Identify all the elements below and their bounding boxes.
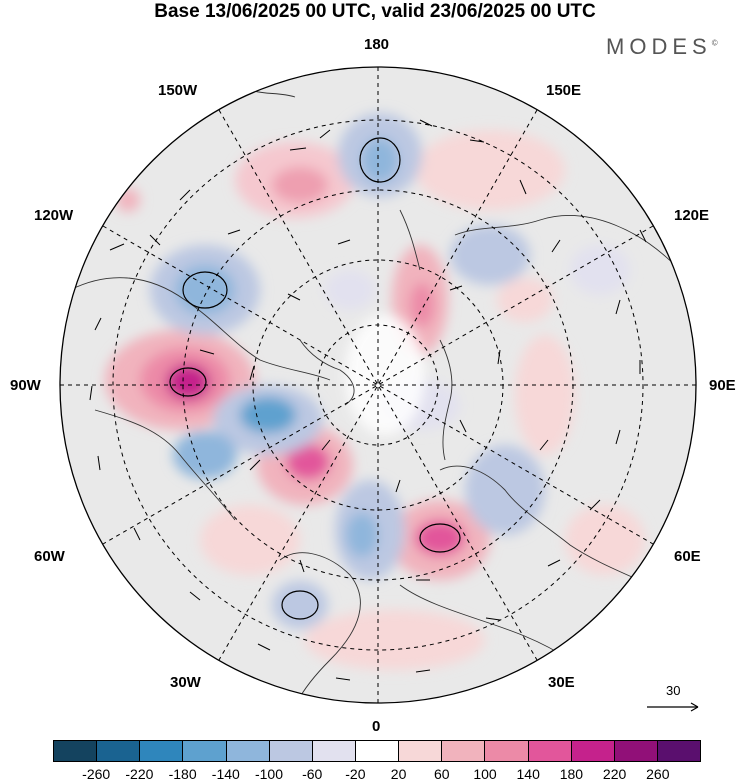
colorbar	[53, 740, 701, 762]
colorbar-cell	[268, 741, 312, 761]
colorbar-tick-label: 140	[516, 766, 540, 782]
reference-vector	[647, 702, 699, 712]
colorbar-tick-label: 100	[473, 766, 497, 782]
coastlines	[69, 89, 681, 703]
colorbar-cell	[354, 741, 399, 761]
lon-label-150w: 150W	[158, 82, 198, 99]
colorbar-tick-label: -20	[345, 766, 366, 782]
colorbar-tick-label: 220	[602, 766, 627, 782]
graticule	[60, 67, 696, 703]
lon-label-90e: 90E	[709, 377, 736, 394]
colorbar-cell	[311, 741, 355, 761]
colorbar-cell	[656, 741, 701, 761]
colorbar-cell	[96, 741, 140, 761]
colorbar-tick-label: 260	[646, 766, 670, 782]
lon-label-60w: 60W	[34, 548, 65, 565]
colorbar-cell	[613, 741, 657, 761]
colorbar-cell	[54, 741, 97, 761]
colorbar-tick-label: -180	[168, 766, 197, 782]
colorbar-tick-label: -100	[254, 766, 284, 782]
lon-label-120w: 120W	[34, 207, 74, 224]
colorbar-tick-label: -140	[211, 766, 240, 782]
lon-label-150e: 150E	[546, 82, 582, 99]
lon-label-30e: 30E	[548, 674, 575, 691]
circulation-cells	[169, 137, 461, 620]
colorbar-tick-label: 20	[390, 766, 407, 782]
map-boundary	[59, 66, 697, 704]
wind-vectors	[89, 119, 647, 681]
lon-label-30w: 30W	[170, 674, 201, 691]
colorbar-cell	[527, 741, 571, 761]
colorbar-tick-label: -60	[302, 766, 323, 782]
colorbar-cell	[441, 741, 485, 761]
wind-scale-label: 30	[666, 683, 681, 698]
colorbar-tick-label: -220	[125, 766, 154, 782]
brand-name: MODES	[606, 34, 712, 59]
colorbar-tick-label: -260	[82, 766, 111, 782]
lon-label-90w: 90W	[10, 377, 41, 394]
colorbar-cell	[398, 741, 442, 761]
colorbar-tick-label: 60	[434, 766, 450, 782]
colorbar-cell	[139, 741, 183, 761]
copyright-mark: ©	[711, 38, 718, 48]
colorbar-cell	[570, 741, 614, 761]
lon-label-0: 0	[372, 718, 381, 735]
lon-label-120e: 120E	[674, 207, 710, 224]
map-disc	[60, 67, 696, 703]
lon-label-60e: 60E	[674, 548, 701, 565]
colorbar-cell	[484, 741, 528, 761]
colorbar-tick-label: 180	[559, 766, 584, 782]
colorbar-ticks: -260 -220 -180 -140 -100 -60 -20 20 60 100 140 180 2…	[0, 766, 750, 783]
colorbar-cell	[182, 741, 226, 761]
modes-logo: MODES©	[606, 34, 718, 60]
lon-label-180: 180	[364, 36, 390, 53]
chart-title: Base 13/06/2025 00 UTC, valid 23/06/2025…	[154, 1, 596, 22]
colorbar-cell	[225, 741, 269, 761]
